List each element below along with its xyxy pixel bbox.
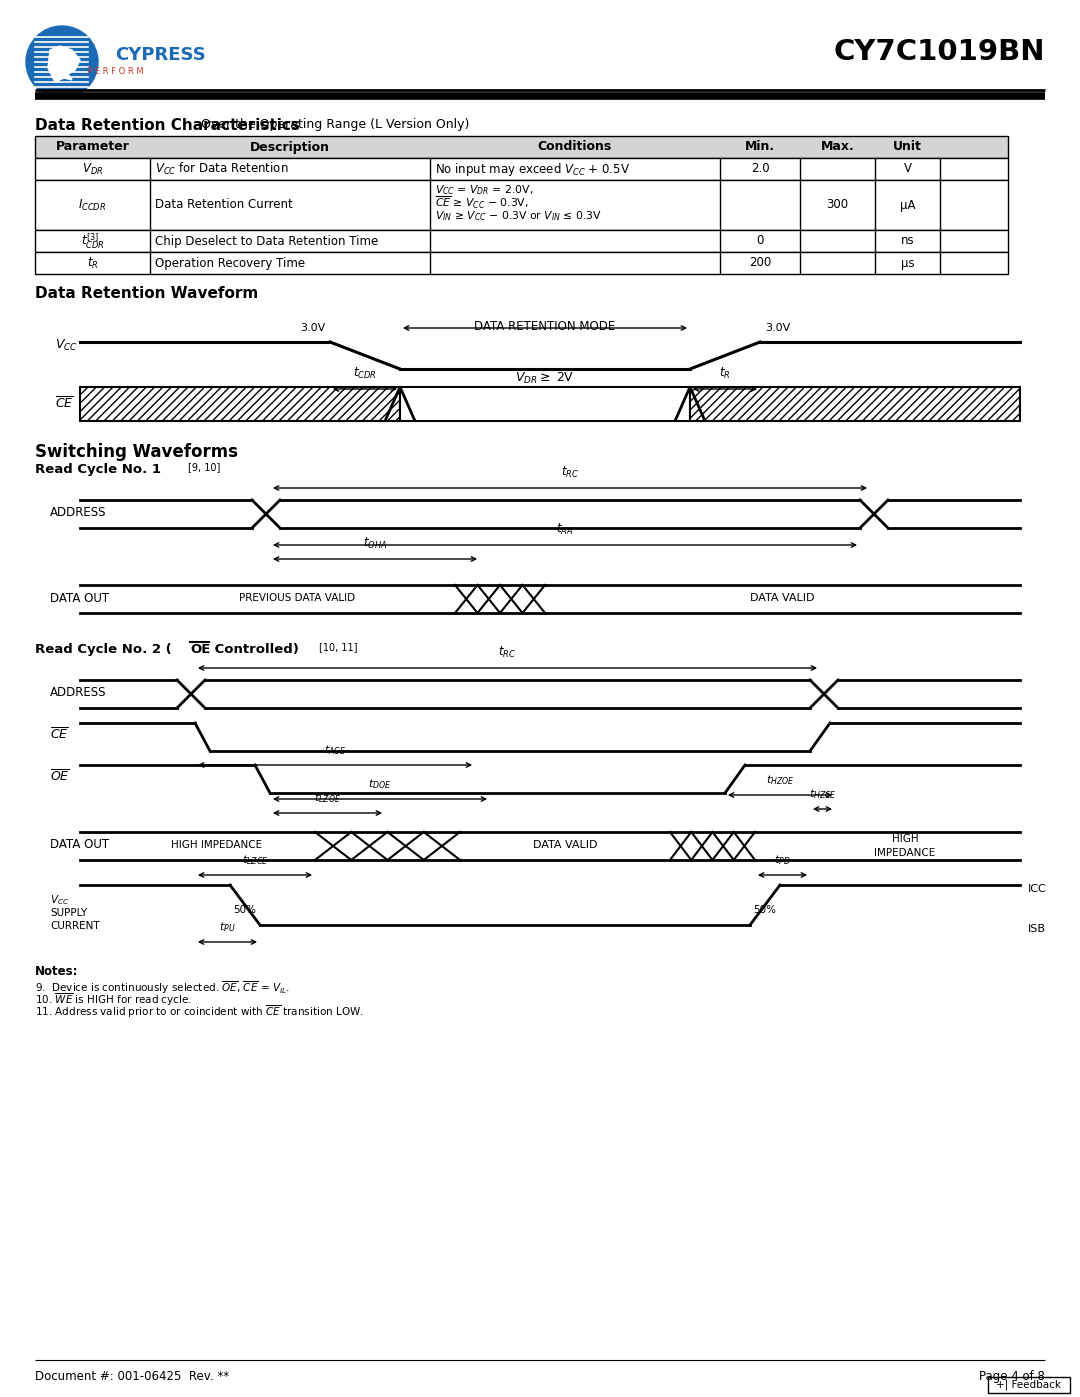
Text: Read Cycle No. 2 (: Read Cycle No. 2 ( [35, 643, 172, 657]
Text: Description: Description [249, 141, 330, 154]
Text: $V_{CC}$: $V_{CC}$ [50, 893, 69, 907]
Text: ADDRESS: ADDRESS [50, 507, 107, 520]
Text: Min.: Min. [745, 141, 775, 154]
Text: 300: 300 [826, 198, 849, 211]
Text: $t_{PU}$: $t_{PU}$ [219, 921, 235, 935]
Text: Controlled): Controlled) [210, 643, 299, 657]
Text: Data Retention Characteristics: Data Retention Characteristics [35, 117, 300, 133]
Bar [80, 387, 400, 420]
Text: $t_{HZCE}$: $t_{HZCE}$ [809, 787, 836, 800]
Text: 3.0V: 3.0V [765, 323, 791, 332]
Text: 2.0: 2.0 [751, 162, 769, 176]
Text: ns: ns [901, 235, 915, 247]
Text: $t_R$: $t_R$ [719, 366, 731, 381]
Text: $t_{RC}$: $t_{RC}$ [499, 645, 516, 659]
Text: $t_{DOE}$: $t_{DOE}$ [368, 777, 392, 791]
Text: 0: 0 [756, 235, 764, 247]
Text: $V_{CC}$ for Data Retention: $V_{CC}$ for Data Retention [156, 161, 288, 177]
Text: $t_{LZCE}$: $t_{LZCE}$ [242, 854, 268, 868]
Text: $\overline{CE}$ ≥ $V_{CC}$ − 0.3V,: $\overline{CE}$ ≥ $V_{CC}$ − 0.3V, [435, 194, 529, 211]
Text: DATA OUT: DATA OUT [50, 838, 109, 852]
Text: ISB: ISB [1028, 923, 1047, 935]
Text: Max.: Max. [821, 141, 854, 154]
Polygon shape [48, 46, 80, 82]
Text: P E R F O R M: P E R F O R M [86, 67, 144, 77]
Text: $t_{AA}$: $t_{AA}$ [556, 522, 573, 536]
Text: Operation Recovery Time: Operation Recovery Time [156, 257, 306, 270]
Text: DATA RETENTION MODE: DATA RETENTION MODE [474, 320, 616, 332]
Bar [35, 251, 1008, 274]
Text: $t_{LZOE}$: $t_{LZOE}$ [314, 791, 341, 805]
Text: Document #: 001-06425  Rev. **: Document #: 001-06425 Rev. ** [35, 1370, 229, 1383]
Text: IMPEDANCE: IMPEDANCE [875, 848, 935, 858]
Text: $\overline{CE}$: $\overline{CE}$ [50, 728, 69, 743]
Text: Data Retention Waveform: Data Retention Waveform [35, 286, 258, 300]
Text: 3.0V: 3.0V [300, 323, 325, 332]
Text: $V_{IN}$ ≥ $V_{CC}$ − 0.3V or $V_{IN}$ ≤ 0.3V: $V_{IN}$ ≥ $V_{CC}$ − 0.3V or $V_{IN}$ ≤… [435, 210, 602, 224]
Text: ICC: ICC [1028, 884, 1047, 894]
Text: OE: OE [190, 643, 211, 657]
Text: Page 4 of 8: Page 4 of 8 [980, 1370, 1045, 1383]
Text: CYPRESS: CYPRESS [114, 46, 206, 64]
Text: SUPPLY: SUPPLY [50, 908, 87, 918]
Text: $V_{CC}$: $V_{CC}$ [55, 338, 78, 352]
Text: $t_R$: $t_R$ [86, 256, 98, 271]
Bar [35, 158, 1008, 180]
Text: CURRENT: CURRENT [50, 921, 99, 930]
Text: ADDRESS: ADDRESS [50, 686, 107, 700]
Text: 10. $\overline{WE}$ is HIGH for read cycle.: 10. $\overline{WE}$ is HIGH for read cyc… [35, 990, 192, 1007]
Text: $V_{DR} \geq$ 2V: $V_{DR} \geq$ 2V [515, 372, 575, 386]
Text: Notes:: Notes: [35, 965, 79, 978]
Bar [690, 387, 1020, 420]
Text: $\overline{OE}$: $\overline{OE}$ [50, 770, 70, 785]
Text: $V_{CC}$ = $V_{DR}$ = 2.0V,: $V_{CC}$ = $V_{DR}$ = 2.0V, [435, 183, 534, 197]
Text: $t_{HZOE}$: $t_{HZOE}$ [766, 773, 794, 787]
Bar [35, 231, 1008, 251]
Bar [35, 180, 1008, 231]
Text: 50%: 50% [233, 905, 257, 915]
Text: Chip Deselect to Data Retention Time: Chip Deselect to Data Retention Time [156, 235, 378, 247]
Text: [9, 10]: [9, 10] [188, 462, 220, 472]
Text: Over the Operating Range (L Version Only): Over the Operating Range (L Version Only… [197, 117, 470, 131]
Text: DATA VALID: DATA VALID [750, 592, 814, 604]
Text: Read Cycle No. 1: Read Cycle No. 1 [35, 462, 161, 476]
Text: Switching Waveforms: Switching Waveforms [35, 443, 238, 461]
Text: μs: μs [901, 257, 915, 270]
Text: [10, 11]: [10, 11] [319, 643, 357, 652]
Ellipse shape [26, 27, 98, 98]
Text: CY7C1019BN: CY7C1019BN [834, 38, 1045, 66]
Text: μA: μA [900, 198, 915, 211]
Text: $t_{OHA}$: $t_{OHA}$ [363, 536, 387, 550]
Text: 50%: 50% [754, 905, 777, 915]
Text: $t_{ACE}$: $t_{ACE}$ [324, 743, 346, 757]
Text: PREVIOUS DATA VALID: PREVIOUS DATA VALID [239, 592, 355, 604]
Bar [400, 387, 690, 420]
Text: $I_{CCDR}$: $I_{CCDR}$ [79, 197, 107, 212]
Text: Parameter: Parameter [55, 141, 130, 154]
Text: $t_{CDR}$: $t_{CDR}$ [353, 366, 377, 381]
Text: No input may exceed $V_{CC}$ + 0.5V: No input may exceed $V_{CC}$ + 0.5V [435, 161, 630, 177]
Text: 11. Address valid prior to or coincident with $\overline{CE}$ transition LOW.: 11. Address valid prior to or coincident… [35, 1003, 364, 1020]
Text: 200: 200 [748, 257, 771, 270]
Text: $t_{RC}$: $t_{RC}$ [561, 465, 579, 481]
Text: DATA VALID: DATA VALID [532, 840, 597, 849]
Text: Data Retention Current: Data Retention Current [156, 198, 293, 211]
Text: $\overline{CE}$: $\overline{CE}$ [55, 397, 73, 412]
Text: $t_{CDR}^{[3]}$: $t_{CDR}^{[3]}$ [81, 232, 105, 250]
Text: $V_{DR}$: $V_{DR}$ [82, 162, 104, 176]
Bar [988, 1377, 1070, 1393]
Text: HIGH IMPEDANCE: HIGH IMPEDANCE [172, 840, 262, 849]
Text: DATA OUT: DATA OUT [50, 591, 109, 605]
Text: Unit: Unit [893, 141, 922, 154]
Bar [35, 136, 1008, 158]
Text: HIGH: HIGH [892, 834, 918, 844]
Text: Conditions: Conditions [538, 141, 612, 154]
Text: 9.  Device is continuously selected. $\overline{OE}$, $\overline{CE}$ = $V_{IL}$: 9. Device is continuously selected. $\ov… [35, 979, 289, 996]
Text: +| Feedback: +| Feedback [997, 1380, 1062, 1390]
Text: $t_{PD}$: $t_{PD}$ [774, 854, 791, 868]
Text: V: V [904, 162, 912, 176]
